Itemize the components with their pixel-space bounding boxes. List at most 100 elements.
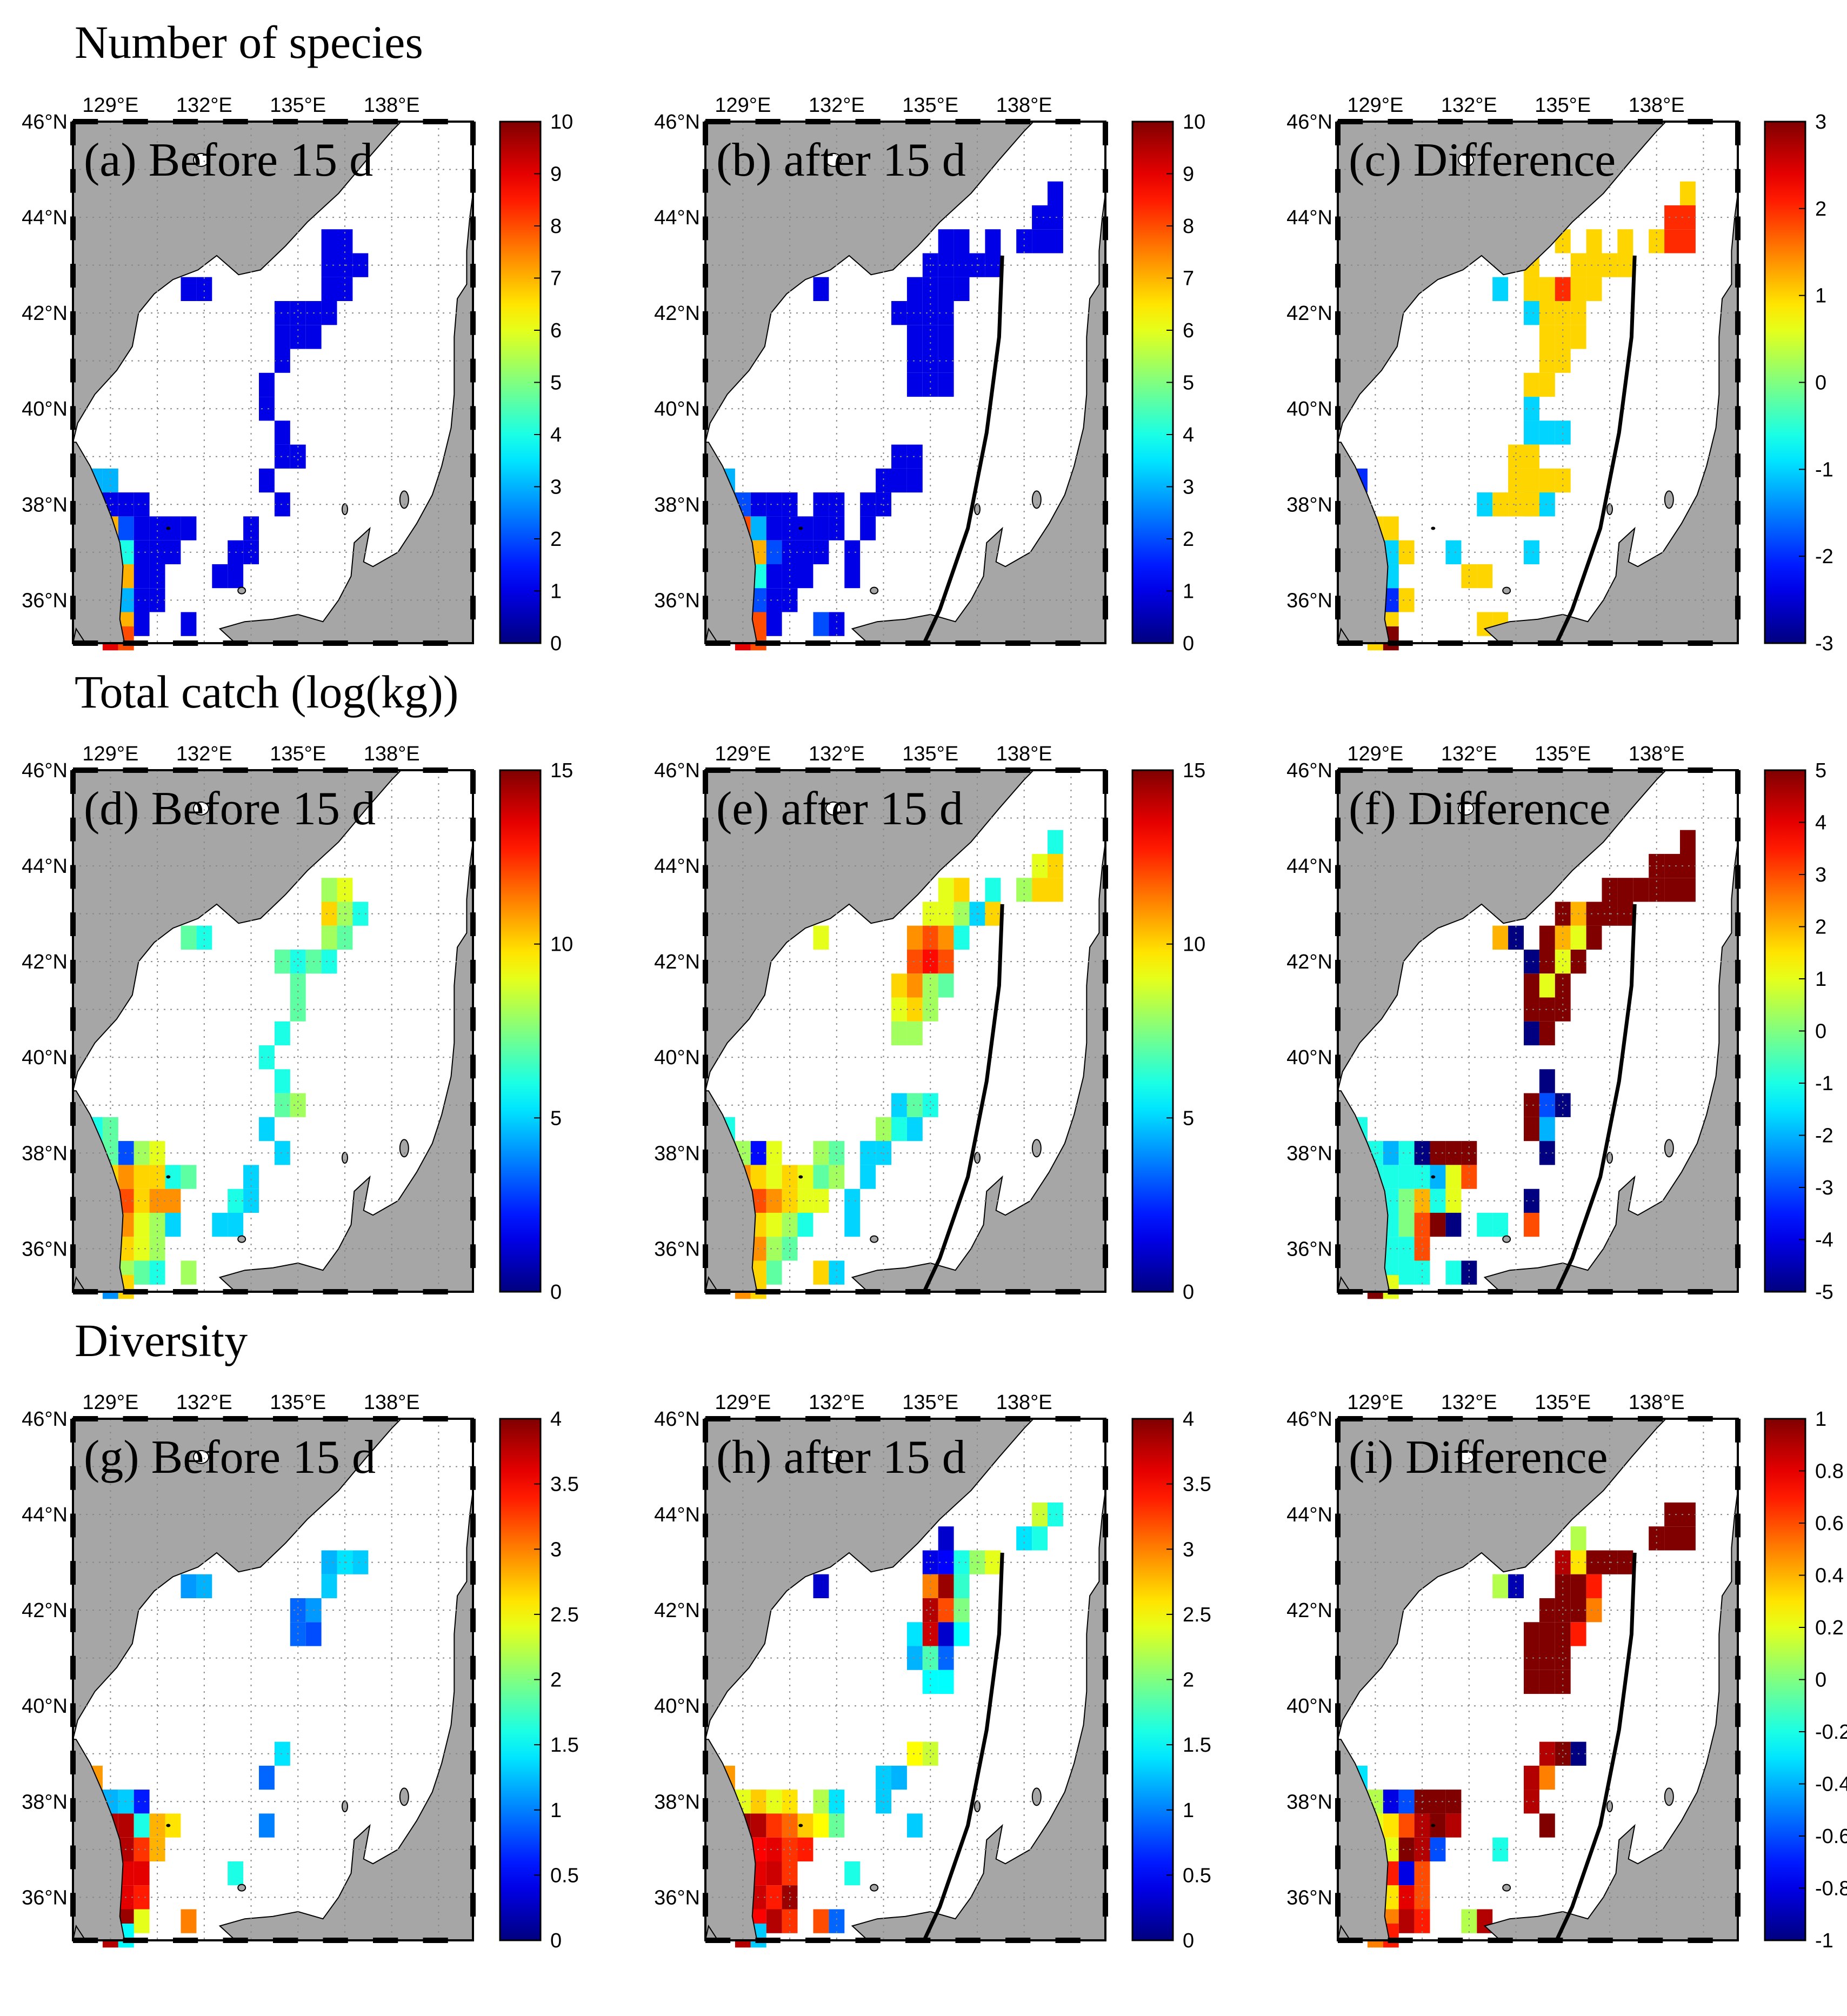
island-oki	[1502, 586, 1511, 595]
data-cell	[118, 1165, 134, 1189]
colorbar-tick-label: 1	[1183, 580, 1194, 603]
data-cell	[1539, 1021, 1555, 1046]
land-north	[705, 770, 1035, 1091]
data-cell	[259, 468, 275, 493]
land-north	[705, 1419, 1035, 1740]
land-korea	[73, 442, 125, 643]
colorbar-tick-label: 3	[1815, 111, 1826, 133]
lon-tick-label: 138°E	[1629, 743, 1685, 765]
grid-lines	[1338, 770, 1738, 1292]
data-cell	[1555, 1093, 1571, 1117]
data-cell	[891, 468, 907, 493]
data-cell	[1524, 1021, 1539, 1046]
noto-peninsula	[1606, 1152, 1613, 1164]
colorbar-tick-label: 1.5	[1183, 1734, 1211, 1757]
colorbar-tick-label: -3	[1815, 632, 1833, 655]
data-cell	[860, 1165, 876, 1189]
data-cell	[1524, 973, 1539, 998]
colorbar-tick-label: 1	[1815, 1408, 1826, 1431]
data-cell	[1398, 1885, 1415, 1910]
colorbar-tick-label: 0	[1815, 1669, 1826, 1692]
lat-tick-label: 38°N	[1286, 493, 1332, 516]
lake-khanka	[825, 152, 842, 167]
data-cell	[766, 564, 782, 589]
data-cell	[1524, 372, 1539, 397]
colorbar-tick-label: 3	[1815, 864, 1826, 886]
colorbar-tick-label: -2	[1815, 1125, 1833, 1147]
colorbar-tick-label: -5	[1815, 1281, 1833, 1304]
land-masses	[705, 770, 1105, 1292]
lat-tick-label: 46°N	[22, 111, 68, 133]
colorbar-tick-label: 8	[550, 215, 562, 238]
lat-tick-label: 36°N	[1286, 1886, 1332, 1909]
lon-tick-label: 132°E	[176, 1391, 232, 1414]
data-cell	[149, 1813, 165, 1838]
lon-tick-label: 138°E	[996, 1391, 1052, 1414]
data-cell	[1398, 1189, 1415, 1213]
data-cell	[953, 1574, 970, 1598]
lon-tick-label: 129°E	[1347, 94, 1403, 117]
data-cell	[844, 564, 861, 589]
lon-tick-label: 129°E	[82, 743, 138, 765]
data-cell	[1586, 902, 1602, 926]
data-cell	[134, 1189, 150, 1213]
data-cell	[181, 612, 197, 636]
lat-tick-label: 36°N	[1286, 1238, 1332, 1260]
lat-tick-label: 46°N	[22, 1408, 68, 1431]
data-cell	[766, 1141, 782, 1165]
colorbar-tick-label: 0	[550, 632, 562, 655]
data-cell	[134, 1212, 150, 1237]
lon-tick-label: 132°E	[809, 94, 865, 117]
colorbar-tick-label: -2	[1815, 545, 1833, 568]
island-sado	[399, 1139, 409, 1158]
data-cell	[1398, 540, 1415, 564]
data-cell	[1664, 878, 1680, 902]
colorbar-tick-label: 2.5	[1183, 1604, 1211, 1626]
data-cell	[134, 612, 150, 636]
land-korea	[705, 442, 758, 643]
data-cell	[782, 1813, 798, 1838]
data-cell	[290, 1093, 306, 1117]
data-cell	[813, 1165, 829, 1189]
lat-tick-label: 46°N	[654, 759, 700, 782]
data-cell	[290, 950, 306, 974]
land-masses	[1338, 1419, 1738, 1940]
lat-tick-label: 46°N	[1286, 1408, 1332, 1431]
lat-tick-label: 44°N	[22, 206, 68, 229]
data-cell	[985, 878, 1001, 902]
data-cell	[212, 1212, 228, 1237]
data-cell	[1398, 1813, 1415, 1838]
data-cell	[813, 1574, 829, 1598]
island-ulleung	[1431, 1824, 1436, 1827]
panel-label: (b) after 15 d	[716, 134, 966, 186]
colorbar-tick-label: -3	[1815, 1177, 1833, 1199]
data-cell	[1539, 372, 1555, 397]
data-cell	[259, 1765, 275, 1790]
colorbar-tick-label: 8	[1183, 215, 1194, 238]
data-cell	[1555, 1670, 1571, 1694]
lon-tick-label: 129°E	[715, 94, 771, 117]
data-cell	[1570, 1526, 1586, 1551]
data-cell	[813, 1260, 829, 1285]
colorbar-tick-label: -0.4	[1815, 1773, 1847, 1796]
land-korea	[1338, 442, 1390, 643]
land-north	[73, 770, 402, 1091]
lat-tick-label: 36°N	[1286, 589, 1332, 612]
data-cell	[813, 612, 829, 636]
data-cell	[1539, 1622, 1555, 1646]
island-oki	[870, 586, 879, 595]
lat-tick-label: 42°N	[654, 951, 700, 973]
panel-label: (f) Difference	[1349, 783, 1610, 835]
data-cell	[1430, 1141, 1446, 1165]
island-sado	[1031, 1139, 1042, 1158]
data-cell	[134, 564, 150, 589]
data-cell	[1430, 1790, 1446, 1814]
data-cell	[938, 277, 954, 301]
colorbar-tick-label: 1	[1815, 285, 1826, 308]
lake-khanka	[825, 1450, 842, 1464]
data-cell	[181, 1260, 197, 1285]
data-cell	[1539, 973, 1555, 998]
data-cell	[321, 301, 337, 325]
data-cell	[321, 925, 337, 950]
land-kyushu	[73, 1924, 86, 1940]
